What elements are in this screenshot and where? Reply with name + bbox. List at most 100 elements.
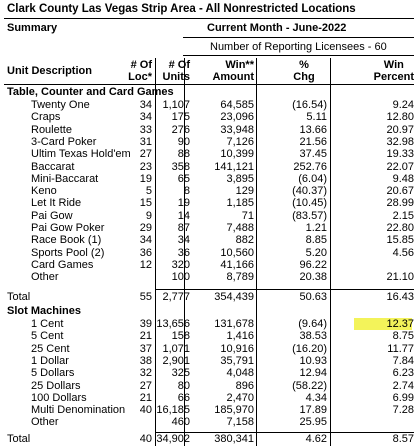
table-row: 100 Dollars 21 66 2,470 4.34 6.99 — [0, 392, 418, 404]
unit-count: 175 — [171, 111, 190, 124]
win-amount: 1,416 — [226, 330, 254, 343]
unit-count: 90 — [177, 135, 190, 148]
win-amount: 1,185 — [226, 197, 254, 210]
unit-name: 1 Cent — [31, 318, 64, 330]
table-row: Pai Gow 9 14 71 (83.57) 2.15 — [0, 210, 418, 222]
unit-count: 13,656 — [156, 318, 190, 330]
win-amount: 10,399 — [220, 148, 254, 161]
unit-name: Card Games — [31, 258, 94, 271]
location-count: 21 — [139, 330, 152, 343]
table-row: Baccarat 23 358 141,121 252.76 22.07 — [0, 161, 418, 173]
percent-change: (16.54) — [292, 99, 327, 111]
win-amount: 10,560 — [220, 246, 254, 259]
unit-count: 87 — [177, 222, 190, 234]
win-amount: 882 — [235, 234, 254, 247]
col-win-amount: Win** Amount — [212, 59, 254, 83]
win-amount: 41,166 — [220, 258, 254, 271]
unit-name: Let It Ride — [31, 197, 82, 210]
table-row: 5 Dollars 32 325 4,048 12.94 6.23 — [0, 367, 418, 379]
percent-change: 25.95 — [299, 416, 327, 429]
percent-change: (9.64) — [298, 318, 327, 330]
win-percent: 6.23 — [392, 367, 414, 380]
unit-count: 100 — [171, 271, 190, 284]
win-percent: 7.84 — [392, 354, 414, 367]
percent-change: 38.53 — [299, 330, 327, 343]
table-row: Race Book (1) 34 34 882 8.85 15.85 — [0, 234, 418, 246]
percent-change: 12.94 — [299, 367, 327, 380]
win-percent: 32.98 — [386, 135, 414, 148]
win-amount: 185,970 — [214, 404, 254, 417]
unit-name: 5 Cent — [31, 330, 64, 343]
period-label: Current Month - June-2022 — [207, 22, 347, 34]
table-row: Other 100 8,789 20.38 21.10 — [0, 271, 418, 283]
location-count: 34 — [139, 111, 152, 124]
percent-change: 4.62 — [305, 433, 327, 445]
total-row: Total 40 34,902 380,341 4.62 8.57 — [0, 433, 418, 445]
unit-name: Other — [31, 416, 59, 429]
win-percent: 20.67 — [386, 185, 414, 198]
win-amount: 4,048 — [226, 367, 254, 380]
section-slot-machines: Slot Machines — [7, 305, 81, 317]
location-count: 29 — [139, 222, 152, 234]
table-total-rule — [155, 289, 414, 290]
unit-count: 320 — [171, 258, 190, 271]
highlight-marker — [354, 318, 412, 330]
table-row: Sports Pool (2) 36 36 10,560 5.20 4.56 — [0, 247, 418, 259]
unit-count: 65 — [177, 172, 190, 185]
header-rule — [4, 84, 414, 85]
unit-name: Pai Gow — [31, 209, 73, 222]
location-count: 34 — [139, 99, 152, 111]
location-count: 9 — [145, 209, 152, 222]
unit-name: Multi Denomination — [31, 404, 126, 417]
win-amount: 35,791 — [220, 354, 254, 367]
location-count: 19 — [139, 172, 152, 185]
win-percent: 28.99 — [386, 197, 414, 210]
win-percent: 9.48 — [392, 172, 414, 185]
table-row: 25 Dollars 27 80 896 (58.22) 2.74 — [0, 380, 418, 392]
licensees-label: Number of Reporting Licensees - 60 — [210, 41, 387, 53]
unit-name: Sports Pool (2) — [31, 246, 105, 259]
location-count: 38 — [139, 354, 152, 367]
percent-change: 10.93 — [299, 354, 327, 367]
unit-count: 460 — [171, 416, 190, 429]
unit-count: 14 — [177, 209, 190, 222]
win-percent: 22.80 — [386, 222, 414, 234]
unit-count: 325 — [171, 367, 190, 380]
win-amount: 896 — [235, 379, 254, 392]
unit-name: 25 Cent — [31, 342, 70, 355]
location-count: 27 — [139, 148, 152, 161]
percent-change: 50.63 — [299, 291, 327, 303]
location-count: 37 — [139, 342, 152, 355]
unit-name: Other — [31, 271, 59, 284]
unit-count: 2,901 — [162, 354, 190, 367]
win-amount: 2,470 — [226, 391, 254, 404]
win-amount: 23,096 — [220, 111, 254, 124]
unit-name: Baccarat — [31, 160, 75, 173]
location-count: 15 — [139, 197, 152, 210]
unit-name: 1 Dollar — [31, 354, 69, 367]
location-count: 55 — [139, 291, 152, 303]
table-row: Roulette 33 276 33,948 13.66 20.97 — [0, 124, 418, 136]
location-count: 5 — [145, 185, 152, 198]
licensees-rule — [183, 55, 414, 56]
win-percent: 15.85 — [386, 234, 414, 247]
table-row: 3-Card Poker 31 90 7,126 21.56 32.98 — [0, 136, 418, 148]
percent-change: 21.56 — [299, 135, 327, 148]
win-amount: 8,789 — [226, 271, 254, 284]
table-row: Craps 34 175 23,096 5.11 12.80 — [0, 111, 418, 123]
unit-count: 36 — [177, 246, 190, 259]
divider-locs — [155, 58, 156, 446]
win-percent: 20.97 — [386, 123, 414, 136]
win-percent: 12.80 — [386, 111, 414, 124]
unit-name: 3-Card Poker — [31, 135, 97, 148]
percent-change: 20.38 — [299, 271, 327, 284]
unit-name: 5 Dollars — [31, 367, 75, 380]
location-count: 31 — [139, 135, 152, 148]
table-row: 25 Cent 37 1,071 10,916 (16.20) 11.77 — [0, 343, 418, 355]
win-percent: 12.37 — [386, 318, 414, 330]
win-percent: 22.07 — [386, 160, 414, 173]
unit-name: 100 Dollars — [31, 391, 87, 404]
win-amount: 3,895 — [226, 172, 254, 185]
summary-label: Summary — [7, 22, 58, 34]
section-table-games: Table, Counter and Card Games — [7, 86, 174, 98]
